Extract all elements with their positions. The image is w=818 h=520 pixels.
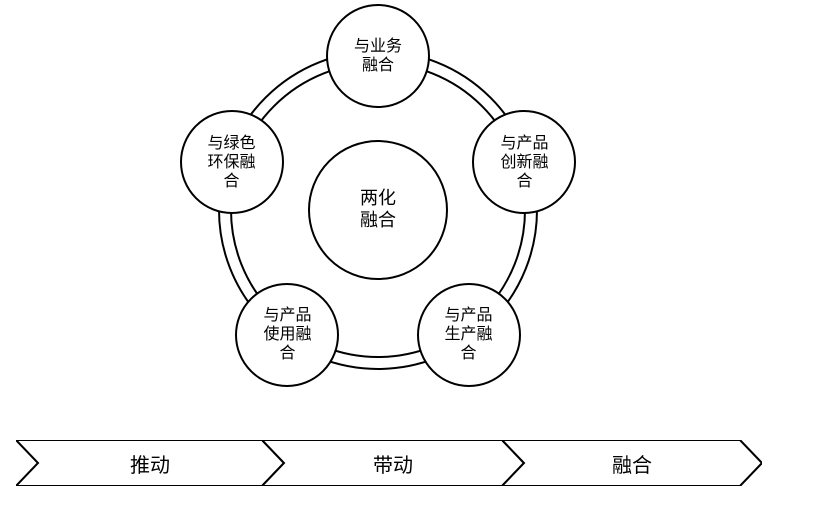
satellite-label: 与绿色环保融合 (207, 134, 257, 192)
process-step-fuse: 融合 (502, 440, 762, 486)
satellite-label: 与产品创新融合 (499, 134, 549, 192)
satellite-node-production: 与产品生产融合 (417, 283, 521, 387)
satellite-node-usage: 与产品使用融合 (235, 283, 339, 387)
satellite-node-business: 与业务融合 (326, 4, 430, 108)
center-label-line2: 融合 (360, 210, 396, 232)
center-node: 两化 融合 (308, 140, 448, 280)
satellite-node-innovation: 与产品创新融合 (472, 110, 576, 214)
process-step-label: 带动 (373, 449, 413, 478)
process-step-label: 推动 (130, 449, 170, 478)
integration-diagram: 两化 融合 与业务融合与产品创新融合与产品生产融合与产品使用融合与绿色环保融合 … (0, 0, 818, 520)
satellite-node-green: 与绿色环保融合 (180, 110, 284, 214)
center-label-line1: 两化 (360, 188, 396, 210)
process-step-push: 推动 (16, 440, 284, 486)
center-node-label: 两化 融合 (360, 188, 396, 231)
process-arrow-bar: 推动 带动 融合 (16, 440, 762, 486)
satellite-label: 与产品使用融合 (262, 306, 312, 364)
satellite-label: 与产品生产融合 (444, 306, 494, 364)
process-step-label: 融合 (612, 449, 652, 478)
satellite-label: 与业务融合 (353, 37, 403, 75)
process-step-drive: 带动 (262, 440, 524, 486)
